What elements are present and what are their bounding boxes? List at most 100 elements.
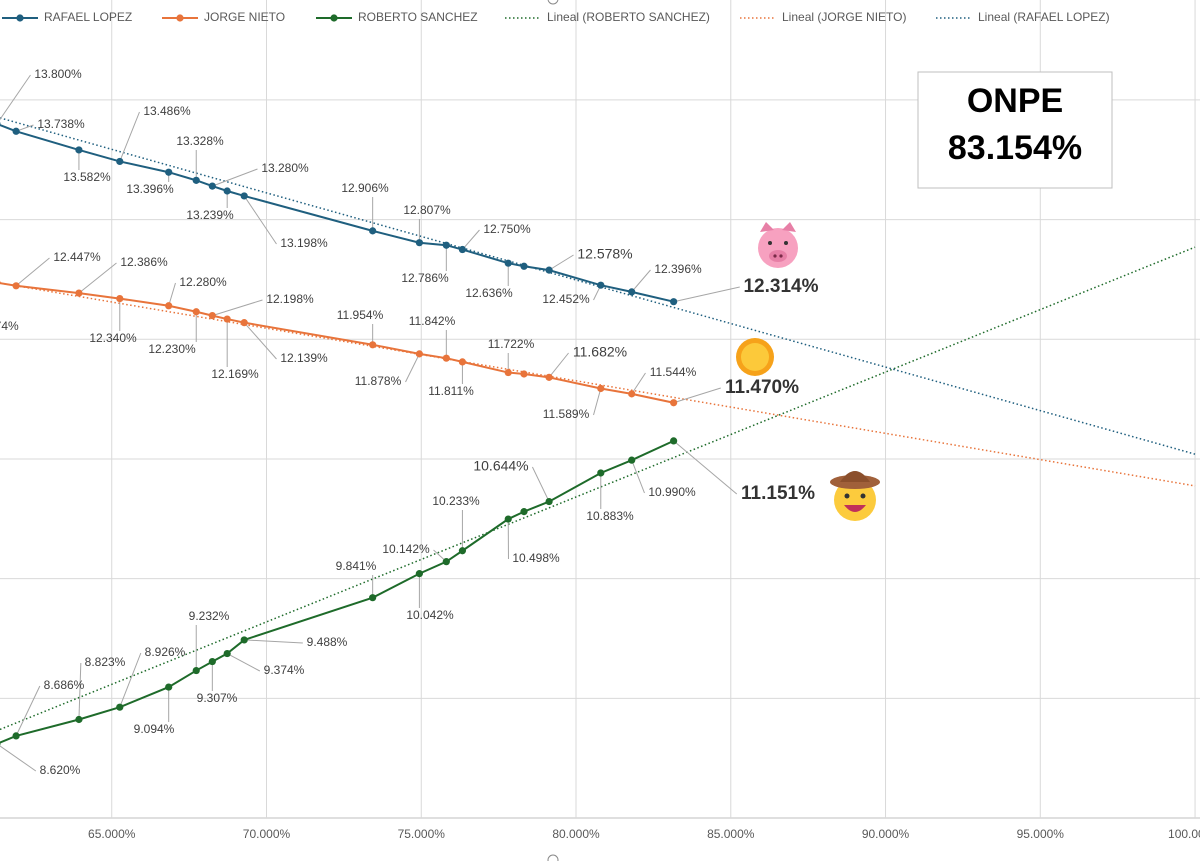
data-label: 9.232% xyxy=(189,609,230,623)
data-label: 10.644% xyxy=(473,458,528,474)
data-label: 12.139% xyxy=(280,351,328,365)
point xyxy=(520,370,528,378)
data-label: 11.842% xyxy=(409,314,456,328)
legend-label: RAFAEL LOPEZ xyxy=(44,10,132,24)
leader-line xyxy=(531,466,550,502)
leader-line xyxy=(119,111,140,162)
point xyxy=(545,266,553,274)
data-label: 13.198% xyxy=(280,236,328,250)
data-label: 12.807% xyxy=(403,203,451,217)
point xyxy=(12,282,20,290)
leader-line xyxy=(631,269,651,293)
data-label: 13.280% xyxy=(261,161,309,175)
point xyxy=(520,262,528,270)
point xyxy=(597,469,605,477)
data-label: 11.722% xyxy=(488,337,535,351)
point xyxy=(240,636,248,644)
leader-line xyxy=(243,322,277,360)
data-labels: 13.800% 13.738% 13.582% 13.486% 13.396% 13.32… xyxy=(0,67,819,777)
x-tick-label: 100.000% xyxy=(1168,827,1200,841)
data-label: 12.636% xyxy=(465,286,513,300)
point xyxy=(458,245,467,254)
point xyxy=(369,341,377,349)
pig-icon xyxy=(758,222,798,268)
data-label: 9.488% xyxy=(307,635,348,649)
leader-line xyxy=(119,652,142,708)
data-label: 13.239% xyxy=(186,208,234,222)
point xyxy=(597,281,605,289)
legend-label: Lineal (ROBERTO SANCHEZ) xyxy=(547,10,710,24)
point xyxy=(0,741,1,746)
data-label: 13.582% xyxy=(63,170,111,184)
data-label: 12.396% xyxy=(654,262,702,276)
data-label: 11.682% xyxy=(573,344,627,360)
data-label: 11.878% xyxy=(355,374,402,388)
annotation-title: ONPE xyxy=(967,82,1063,120)
point xyxy=(504,259,512,267)
point xyxy=(520,508,528,516)
data-label: 12.447% xyxy=(53,250,101,264)
legend-label: ROBERTO SANCHEZ xyxy=(358,10,478,24)
point xyxy=(116,157,124,166)
leader-line xyxy=(0,74,31,121)
point xyxy=(192,176,200,184)
point xyxy=(442,241,450,249)
data-label: 10.233% xyxy=(432,494,480,508)
point xyxy=(0,122,1,126)
data-label: 8.686% xyxy=(44,678,85,692)
point xyxy=(192,666,200,675)
leader-line xyxy=(243,195,277,245)
point xyxy=(504,368,512,377)
data-label: 12.578% xyxy=(577,246,632,262)
leader-line xyxy=(244,639,303,644)
data-label: 12.169% xyxy=(211,367,259,381)
leader-line xyxy=(673,387,721,404)
x-tick-label: 75.000% xyxy=(398,827,446,841)
data-label: 11.811% xyxy=(428,384,474,398)
point xyxy=(208,182,216,190)
data-label: 12.786% xyxy=(401,271,449,285)
point xyxy=(223,315,231,323)
point xyxy=(192,308,200,316)
leader-line xyxy=(631,372,646,395)
leader-line xyxy=(78,262,117,294)
leader-line xyxy=(15,257,50,287)
point xyxy=(670,298,678,306)
legend-marker xyxy=(176,14,184,22)
point xyxy=(670,437,678,445)
data-label: 12.386% xyxy=(120,255,168,269)
point xyxy=(0,280,1,285)
point xyxy=(458,358,467,366)
leader-line xyxy=(15,685,41,737)
data-label: 8.620% xyxy=(40,763,81,777)
legend-label: Lineal (JORGE NIETO) xyxy=(782,10,906,24)
data-label: 13.396% xyxy=(126,182,174,196)
x-tick-label: 65.000% xyxy=(88,827,136,841)
trendlines xyxy=(0,117,1196,731)
point xyxy=(415,239,423,247)
handle xyxy=(547,854,559,861)
legend: RAFAEL LOPEZ JORGE NIETO ROBERTO SANCHEZ Li… xyxy=(2,10,1110,24)
series-lines xyxy=(0,122,678,746)
grid: 65.000% 70.000% 75.000% 80.000% 85.000% 90.00… xyxy=(0,0,1200,841)
leader-line xyxy=(78,662,82,720)
x-tick-label: 85.000% xyxy=(707,827,755,841)
data-label: 9.094% xyxy=(134,722,175,736)
point xyxy=(223,187,231,195)
point xyxy=(545,497,553,506)
point xyxy=(165,683,173,691)
leader-line xyxy=(168,282,176,306)
leader-line xyxy=(212,168,258,187)
leader-line xyxy=(212,299,263,317)
trendline xyxy=(0,282,1196,487)
point xyxy=(240,319,248,327)
sun-icon xyxy=(736,338,774,376)
data-label: 12.230% xyxy=(148,342,196,356)
data-label: 12.750% xyxy=(483,222,531,236)
point xyxy=(165,168,173,176)
point xyxy=(628,288,636,296)
leader-line xyxy=(593,388,602,416)
point xyxy=(545,373,553,381)
point xyxy=(165,302,173,310)
leader-line xyxy=(226,653,261,672)
